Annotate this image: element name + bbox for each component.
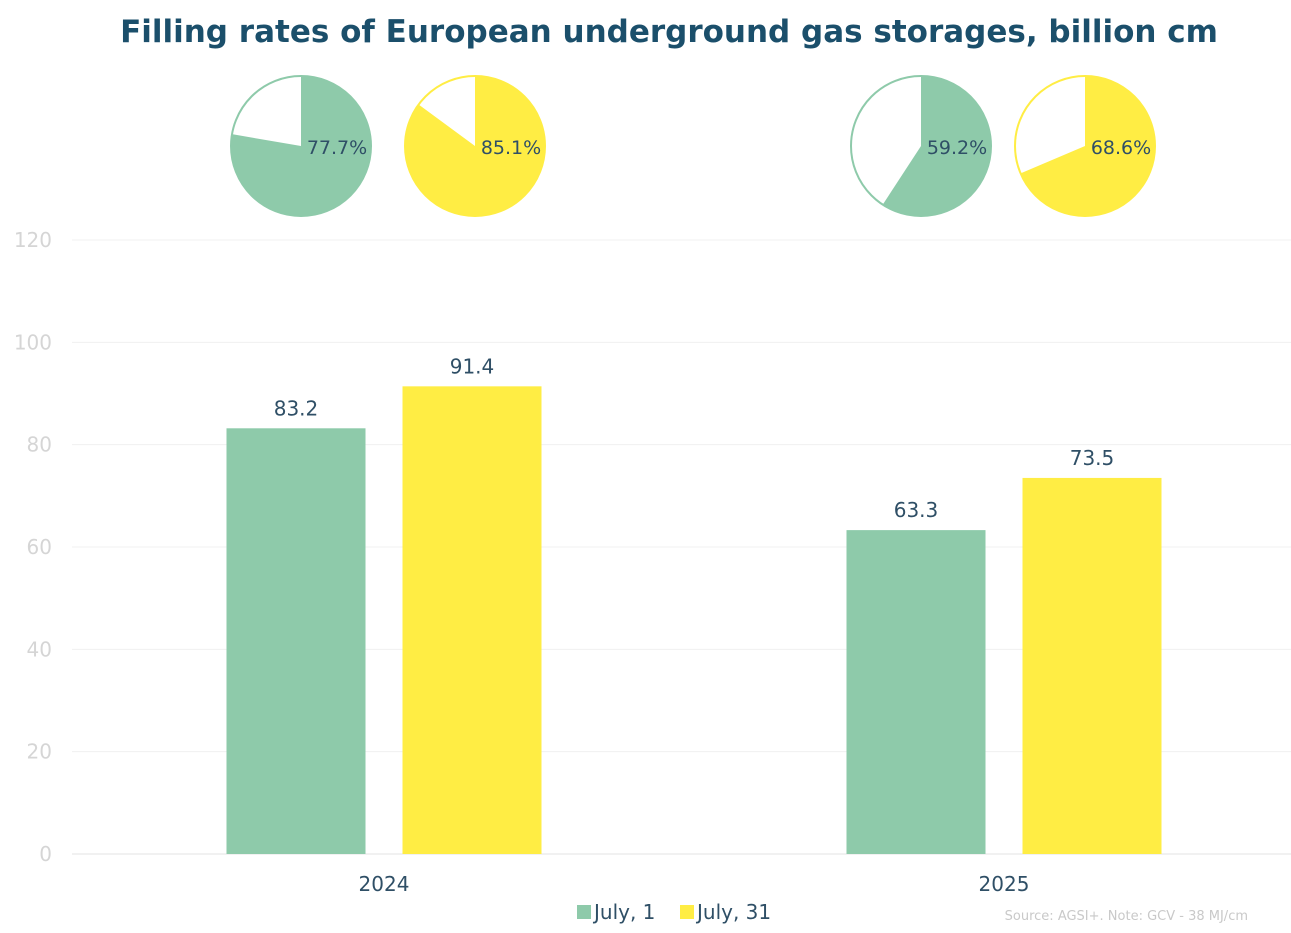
pie-label: 77.7%	[307, 137, 367, 159]
source-note: Source: AGSI+. Note: GCV - 38 MJ/cm	[1005, 909, 1248, 924]
y-tick-label: 80	[27, 433, 52, 457]
legend: July, 1 July, 31	[577, 900, 771, 924]
pie-filled-slice	[405, 76, 545, 216]
pie-filled-slice	[1020, 76, 1155, 217]
data-label: 91.4	[450, 354, 495, 378]
y-tick-label: 40	[27, 637, 52, 661]
pie-filled-slice	[882, 76, 991, 217]
bar-2024-july-1	[226, 428, 366, 854]
y-tick-label: 60	[27, 535, 52, 559]
pie-2025-july-1: 59.2%	[850, 75, 992, 217]
legend-swatch	[577, 905, 591, 919]
y-tick-label: 20	[27, 740, 52, 764]
legend-label: July, 1	[592, 900, 655, 924]
y-tick-label: 100	[14, 330, 52, 354]
pie-filled-slice	[231, 76, 371, 217]
data-label: 63.3	[894, 498, 939, 522]
x-tick-label: 2024	[359, 872, 410, 896]
bars	[226, 386, 1162, 854]
legend-label: July, 31	[695, 900, 771, 924]
pie-2024-july-1: 77.7%	[230, 75, 372, 217]
bar-2025-july-1	[846, 530, 986, 854]
data-label: 73.5	[1070, 446, 1115, 470]
chart-title: Filling rates of European underground ga…	[120, 14, 1218, 50]
bar-2025-july-31	[1022, 477, 1162, 854]
bar-2024-july-31	[402, 386, 542, 854]
y-axis-ticks: 0 20 40 60 80 100 120	[14, 228, 52, 866]
value-labels: 83.2 91.4 63.3 73.5	[274, 354, 1115, 522]
fill-rate-pies: 77.7% 59.2% 85.1% 68.6%	[230, 75, 1156, 217]
pie-label: 85.1%	[481, 137, 541, 159]
pie-2025-july-31: 68.6%	[1014, 75, 1156, 217]
y-tick-label: 120	[14, 228, 52, 252]
x-tick-label: 2025	[979, 872, 1030, 896]
y-tick-label: 0	[39, 842, 52, 866]
pie-label: 68.6%	[1091, 137, 1151, 159]
data-label: 83.2	[274, 396, 319, 420]
x-axis-ticks: 2024 2025	[359, 872, 1030, 896]
pie-label: 59.2%	[927, 137, 987, 159]
legend-swatch	[680, 905, 694, 919]
pie-2024-july-31: 85.1%	[404, 75, 546, 217]
